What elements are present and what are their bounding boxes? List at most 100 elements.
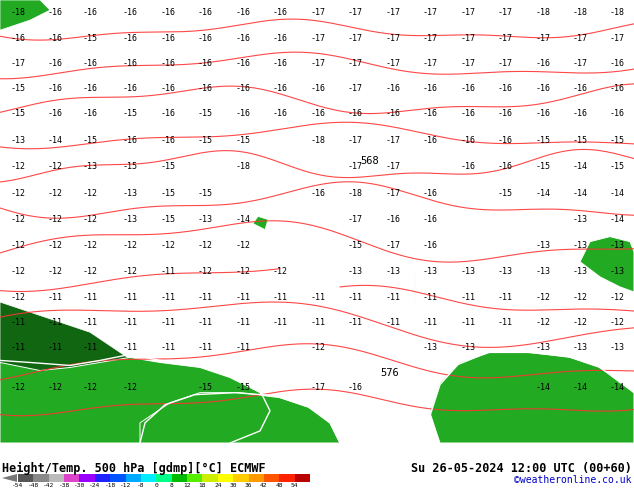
Text: -12: -12 <box>235 241 250 250</box>
Text: -11: -11 <box>311 293 325 301</box>
Text: -13: -13 <box>609 268 624 276</box>
Text: -12: -12 <box>82 215 98 224</box>
Text: -16: -16 <box>273 59 287 68</box>
Text: -18: -18 <box>235 162 250 171</box>
Text: -14: -14 <box>573 383 588 392</box>
Text: -14: -14 <box>48 136 63 146</box>
Text: -16: -16 <box>347 383 363 392</box>
Text: -16: -16 <box>536 84 550 93</box>
Text: -12: -12 <box>11 241 25 250</box>
Text: -12: -12 <box>11 189 25 198</box>
Text: -16: -16 <box>160 7 176 17</box>
Text: -11: -11 <box>347 293 363 301</box>
Text: -12: -12 <box>11 215 25 224</box>
Text: -17: -17 <box>385 136 401 146</box>
Text: -17: -17 <box>422 7 437 17</box>
Polygon shape <box>0 357 270 443</box>
Text: -12: -12 <box>48 162 63 171</box>
Text: -17: -17 <box>609 34 624 43</box>
Text: -15: -15 <box>198 109 212 118</box>
Text: -11: -11 <box>11 318 25 327</box>
Text: -17: -17 <box>536 34 550 43</box>
Text: -12: -12 <box>573 318 588 327</box>
Bar <box>110 474 126 482</box>
Text: -11: -11 <box>160 268 176 276</box>
Text: -15: -15 <box>82 136 98 146</box>
Text: -13: -13 <box>573 215 588 224</box>
Text: -17: -17 <box>385 34 401 43</box>
Text: -12: -12 <box>573 293 588 301</box>
Text: -17: -17 <box>347 162 363 171</box>
Text: -13: -13 <box>82 162 98 171</box>
Text: -15: -15 <box>160 215 176 224</box>
Text: Height/Temp. 500 hPa [gdmp][°C] ECMWF: Height/Temp. 500 hPa [gdmp][°C] ECMWF <box>2 462 266 475</box>
Text: -18: -18 <box>609 7 624 17</box>
Text: -12: -12 <box>82 383 98 392</box>
Text: -15: -15 <box>198 383 212 392</box>
Text: -15: -15 <box>235 136 250 146</box>
Text: -16: -16 <box>198 59 212 68</box>
Text: -16: -16 <box>498 136 512 146</box>
Text: 48: 48 <box>276 483 283 488</box>
Bar <box>202 474 218 482</box>
Text: -13: -13 <box>573 241 588 250</box>
Text: -16: -16 <box>609 84 624 93</box>
Text: -15: -15 <box>536 136 550 146</box>
Text: 12: 12 <box>183 483 191 488</box>
Bar <box>18 474 34 482</box>
Text: -16: -16 <box>385 84 401 93</box>
Bar <box>264 474 279 482</box>
Text: -13: -13 <box>498 268 512 276</box>
Text: -16: -16 <box>573 109 588 118</box>
Text: -12: -12 <box>48 241 63 250</box>
Polygon shape <box>140 392 340 443</box>
Text: -15: -15 <box>498 189 512 198</box>
Text: -11: -11 <box>422 318 437 327</box>
Text: -16: -16 <box>273 84 287 93</box>
Text: -14: -14 <box>609 215 624 224</box>
Text: -16: -16 <box>122 59 138 68</box>
Text: -12: -12 <box>48 383 63 392</box>
Text: -16: -16 <box>48 84 63 93</box>
Text: -13: -13 <box>11 136 25 146</box>
Text: -11: -11 <box>235 293 250 301</box>
Bar <box>172 474 187 482</box>
Text: -14: -14 <box>536 189 550 198</box>
Text: -16: -16 <box>122 84 138 93</box>
Text: -12: -12 <box>235 268 250 276</box>
Text: -17: -17 <box>498 34 512 43</box>
Text: -17: -17 <box>385 7 401 17</box>
Text: -11: -11 <box>122 318 138 327</box>
Bar <box>218 474 233 482</box>
Text: -16: -16 <box>460 162 476 171</box>
Text: -11: -11 <box>48 293 63 301</box>
Text: -16: -16 <box>385 109 401 118</box>
Bar <box>126 474 141 482</box>
Text: -16: -16 <box>48 109 63 118</box>
Text: -11: -11 <box>160 293 176 301</box>
Text: -12: -12 <box>122 241 138 250</box>
Text: -16: -16 <box>160 136 176 146</box>
Text: -16: -16 <box>347 109 363 118</box>
Bar <box>64 474 79 482</box>
Text: -17: -17 <box>422 59 437 68</box>
Text: -14: -14 <box>609 383 624 392</box>
Text: -15: -15 <box>11 84 25 93</box>
Text: ©weatheronline.co.uk: ©weatheronline.co.uk <box>515 475 632 485</box>
Text: -13: -13 <box>573 343 588 352</box>
Bar <box>95 474 110 482</box>
Text: -17: -17 <box>385 162 401 171</box>
Text: -13: -13 <box>122 215 138 224</box>
Text: -15: -15 <box>160 189 176 198</box>
Text: -13: -13 <box>536 241 550 250</box>
Text: -14: -14 <box>235 215 250 224</box>
Text: -15: -15 <box>347 241 363 250</box>
Text: -12: -12 <box>82 189 98 198</box>
Text: -13: -13 <box>573 268 588 276</box>
Text: -11: -11 <box>498 318 512 327</box>
Text: -16: -16 <box>82 84 98 93</box>
Text: -16: -16 <box>536 109 550 118</box>
Text: -12: -12 <box>82 268 98 276</box>
Text: -15: -15 <box>235 383 250 392</box>
Text: -15: -15 <box>160 162 176 171</box>
